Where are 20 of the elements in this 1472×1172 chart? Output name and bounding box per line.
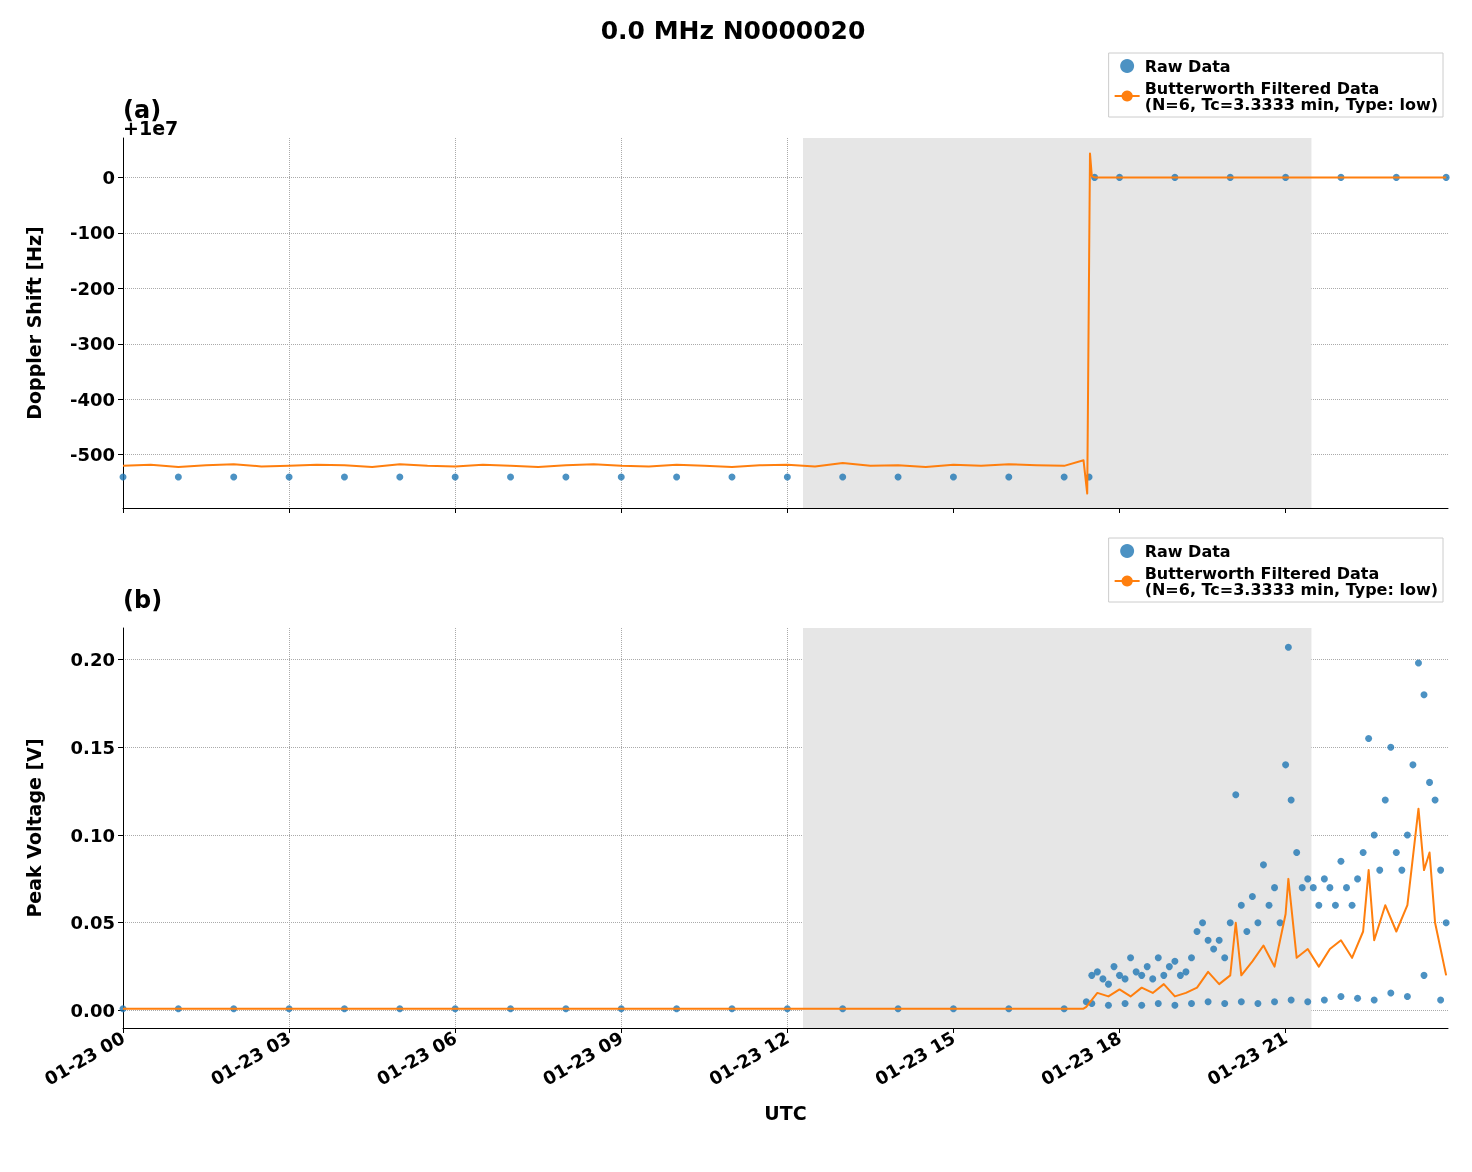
y-tick-label: -400	[69, 388, 115, 410]
y-tick-label: 0	[102, 166, 115, 188]
y-tick-label: 0.20	[70, 649, 115, 671]
y-tick-label: 0.15	[70, 736, 115, 758]
chart-subtitle: (b)	[123, 586, 163, 614]
x-axis-title: UTC	[764, 1101, 807, 1124]
legend-label: Raw Data	[1144, 56, 1231, 76]
legend-label: Butterworth Filtered Data (N=6, Tc=3.3333 min, Type: low)	[1144, 563, 1439, 599]
chart-title: 0.0 MHz N0000020	[600, 16, 866, 45]
y-tick-label: 0.00	[70, 999, 115, 1021]
y-axis-title: Doppler Shift [Hz]	[22, 226, 45, 420]
legend-label: Butterworth Filtered Data (N=6, Tc=3.3333 min, Type: low)	[1144, 78, 1439, 114]
y-tick-label: 0.10	[70, 824, 115, 846]
y-tick-label: 0.05	[70, 912, 115, 934]
y-tick-label: -100	[69, 222, 115, 244]
y-tick-label: -500	[69, 444, 115, 466]
legend-label: Raw Data	[1144, 541, 1231, 561]
y-axis-title: Peak Voltage [V]	[22, 738, 45, 918]
y-tick-label: -200	[69, 277, 115, 299]
y-tick-label: -300	[69, 333, 115, 355]
